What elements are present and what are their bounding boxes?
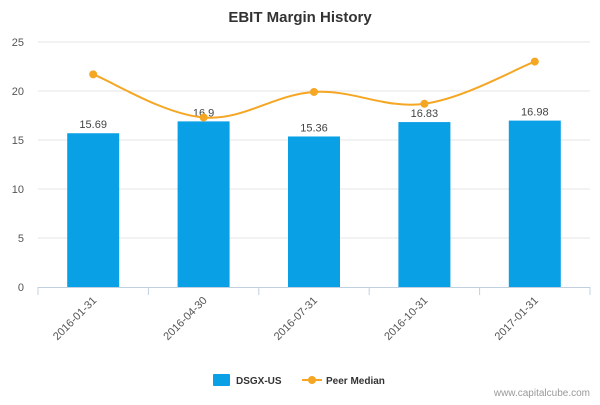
x-tick-label: 2016-04-30 [161, 295, 209, 343]
y-tick-label: 20 [12, 86, 24, 98]
y-tick-label: 15 [12, 135, 24, 147]
peer-median-point [310, 87, 318, 96]
y-tick-label: 0 [18, 282, 24, 294]
x-tick-label: 2016-10-31 [382, 295, 430, 343]
legend-swatch-bar [213, 374, 230, 386]
bar [288, 136, 340, 287]
peer-median-point [199, 113, 208, 122]
legend-label-line: Peer Median [326, 376, 385, 387]
credit-text: www.capitalcube.com [493, 388, 590, 399]
bar [177, 121, 230, 287]
x-axis: 2016-01-31 2016-04-30 2016-07-31 2016-10-31… [37, 287, 591, 343]
chart-title: EBIT Margin History [228, 9, 372, 26]
bar-data-label: 15.69 [79, 119, 107, 131]
bar-series [67, 120, 561, 287]
y-axis-tick-labels: 0 5 10 15 20 25 [12, 37, 24, 294]
legend-label-bar: DSGX-US [236, 376, 282, 387]
y-tick-label: 5 [18, 233, 24, 245]
bar [67, 133, 120, 287]
y-tick-label: 25 [12, 37, 24, 49]
x-tick-label: 2016-07-31 [272, 295, 320, 343]
bar [508, 120, 561, 287]
legend-marker-line [308, 376, 316, 384]
bar [398, 122, 451, 287]
x-tick-label: 2017-01-31 [493, 295, 541, 343]
x-tick-label: 2016-01-31 [51, 295, 99, 343]
bar-data-label: 16.98 [521, 107, 549, 119]
bar-data-label: 16.83 [411, 108, 439, 120]
peer-median-point [420, 99, 429, 108]
legend: DSGX-US Peer Median [213, 374, 385, 387]
peer-median-point [89, 70, 98, 79]
bar-data-label: 15.36 [300, 122, 328, 134]
y-tick-label: 10 [12, 184, 24, 196]
peer-median-point [530, 57, 539, 66]
line-series [89, 57, 539, 122]
